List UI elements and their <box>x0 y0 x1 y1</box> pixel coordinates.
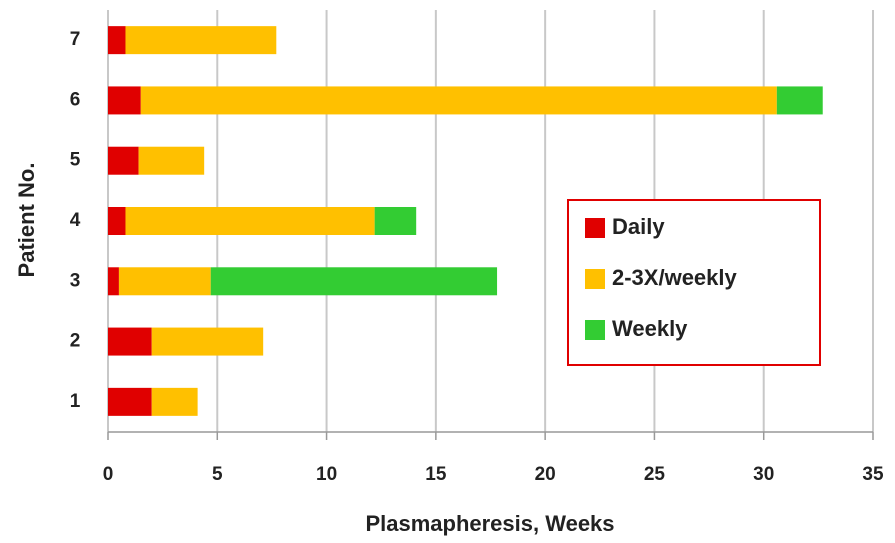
y-tick-label: 2 <box>70 331 81 352</box>
legend-label: Weekly <box>612 316 688 341</box>
bar-segment <box>151 387 198 416</box>
y-tick-label: 7 <box>70 29 81 50</box>
x-tick-label: 5 <box>212 464 223 485</box>
bar-segment <box>118 267 211 296</box>
legend-swatch <box>585 320 605 340</box>
legend-label: 2-3X/weekly <box>612 265 738 290</box>
x-axis-label: Plasmapheresis, Weeks <box>365 511 614 536</box>
y-tick-label: 5 <box>70 150 81 171</box>
legend-swatch <box>585 218 605 238</box>
bar-segment <box>108 146 139 175</box>
bar-segment <box>108 267 119 296</box>
x-tick-label: 20 <box>535 464 556 485</box>
x-tick-label: 25 <box>644 464 666 485</box>
x-tick-label: 35 <box>862 464 884 485</box>
bar-segment <box>125 26 277 55</box>
bar-segment <box>108 86 141 115</box>
y-tick-label: 4 <box>70 210 81 231</box>
bar-segment <box>776 86 823 115</box>
y-tick-label: 3 <box>70 270 81 291</box>
bar-segment <box>210 267 498 296</box>
bar-segment <box>138 146 205 175</box>
bar-segment <box>108 387 152 416</box>
y-tick-label: 1 <box>70 391 81 412</box>
legend-box <box>567 199 821 366</box>
bar-segment <box>108 327 152 356</box>
bar-segment <box>108 26 126 55</box>
bar-segment <box>140 86 777 115</box>
x-tick-label: 15 <box>425 464 447 485</box>
legend-swatch <box>585 269 605 289</box>
x-tick-label: 10 <box>316 464 337 485</box>
legend-label: Daily <box>612 214 665 239</box>
bar-segment <box>374 207 417 235</box>
x-tick-label: 0 <box>103 464 114 485</box>
y-axis-label: Patient No. <box>14 163 39 278</box>
bar-segment <box>108 207 126 235</box>
y-tick-label: 6 <box>70 89 81 110</box>
bar-segment <box>151 327 264 356</box>
bar-segment <box>125 207 375 235</box>
x-tick-label: 30 <box>753 464 774 485</box>
